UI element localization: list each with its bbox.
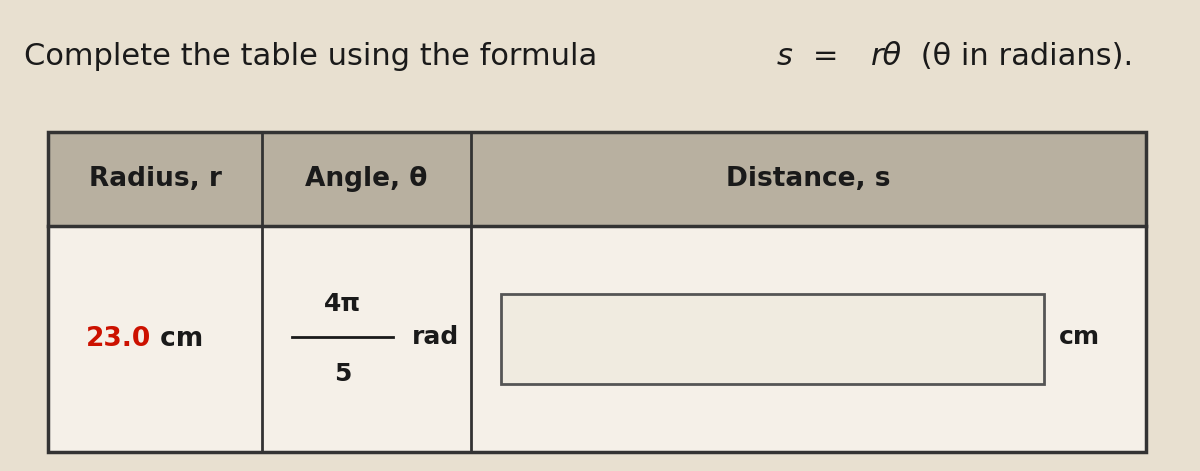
Text: cm: cm [151, 326, 204, 352]
Bar [48, 226, 1146, 452]
Text: Angle, θ: Angle, θ [305, 166, 427, 192]
Text: =: = [797, 42, 854, 72]
Text: 5: 5 [334, 363, 352, 386]
Text: Radius, r: Radius, r [89, 166, 222, 192]
Bar [500, 294, 1044, 384]
Text: Complete the table using the formula: Complete the table using the formula [24, 42, 607, 72]
Text: (θ in radians).: (θ in radians). [911, 42, 1133, 72]
Text: 23.0: 23.0 [86, 326, 151, 352]
Bar [48, 132, 1146, 226]
Text: rθ: rθ [871, 42, 902, 72]
Text: 4π: 4π [324, 292, 361, 316]
Text: s: s [776, 42, 792, 72]
Text: cm: cm [1058, 325, 1099, 349]
Text: Distance, s: Distance, s [726, 166, 890, 192]
Text: rad: rad [412, 325, 460, 349]
Bar [48, 132, 1146, 452]
